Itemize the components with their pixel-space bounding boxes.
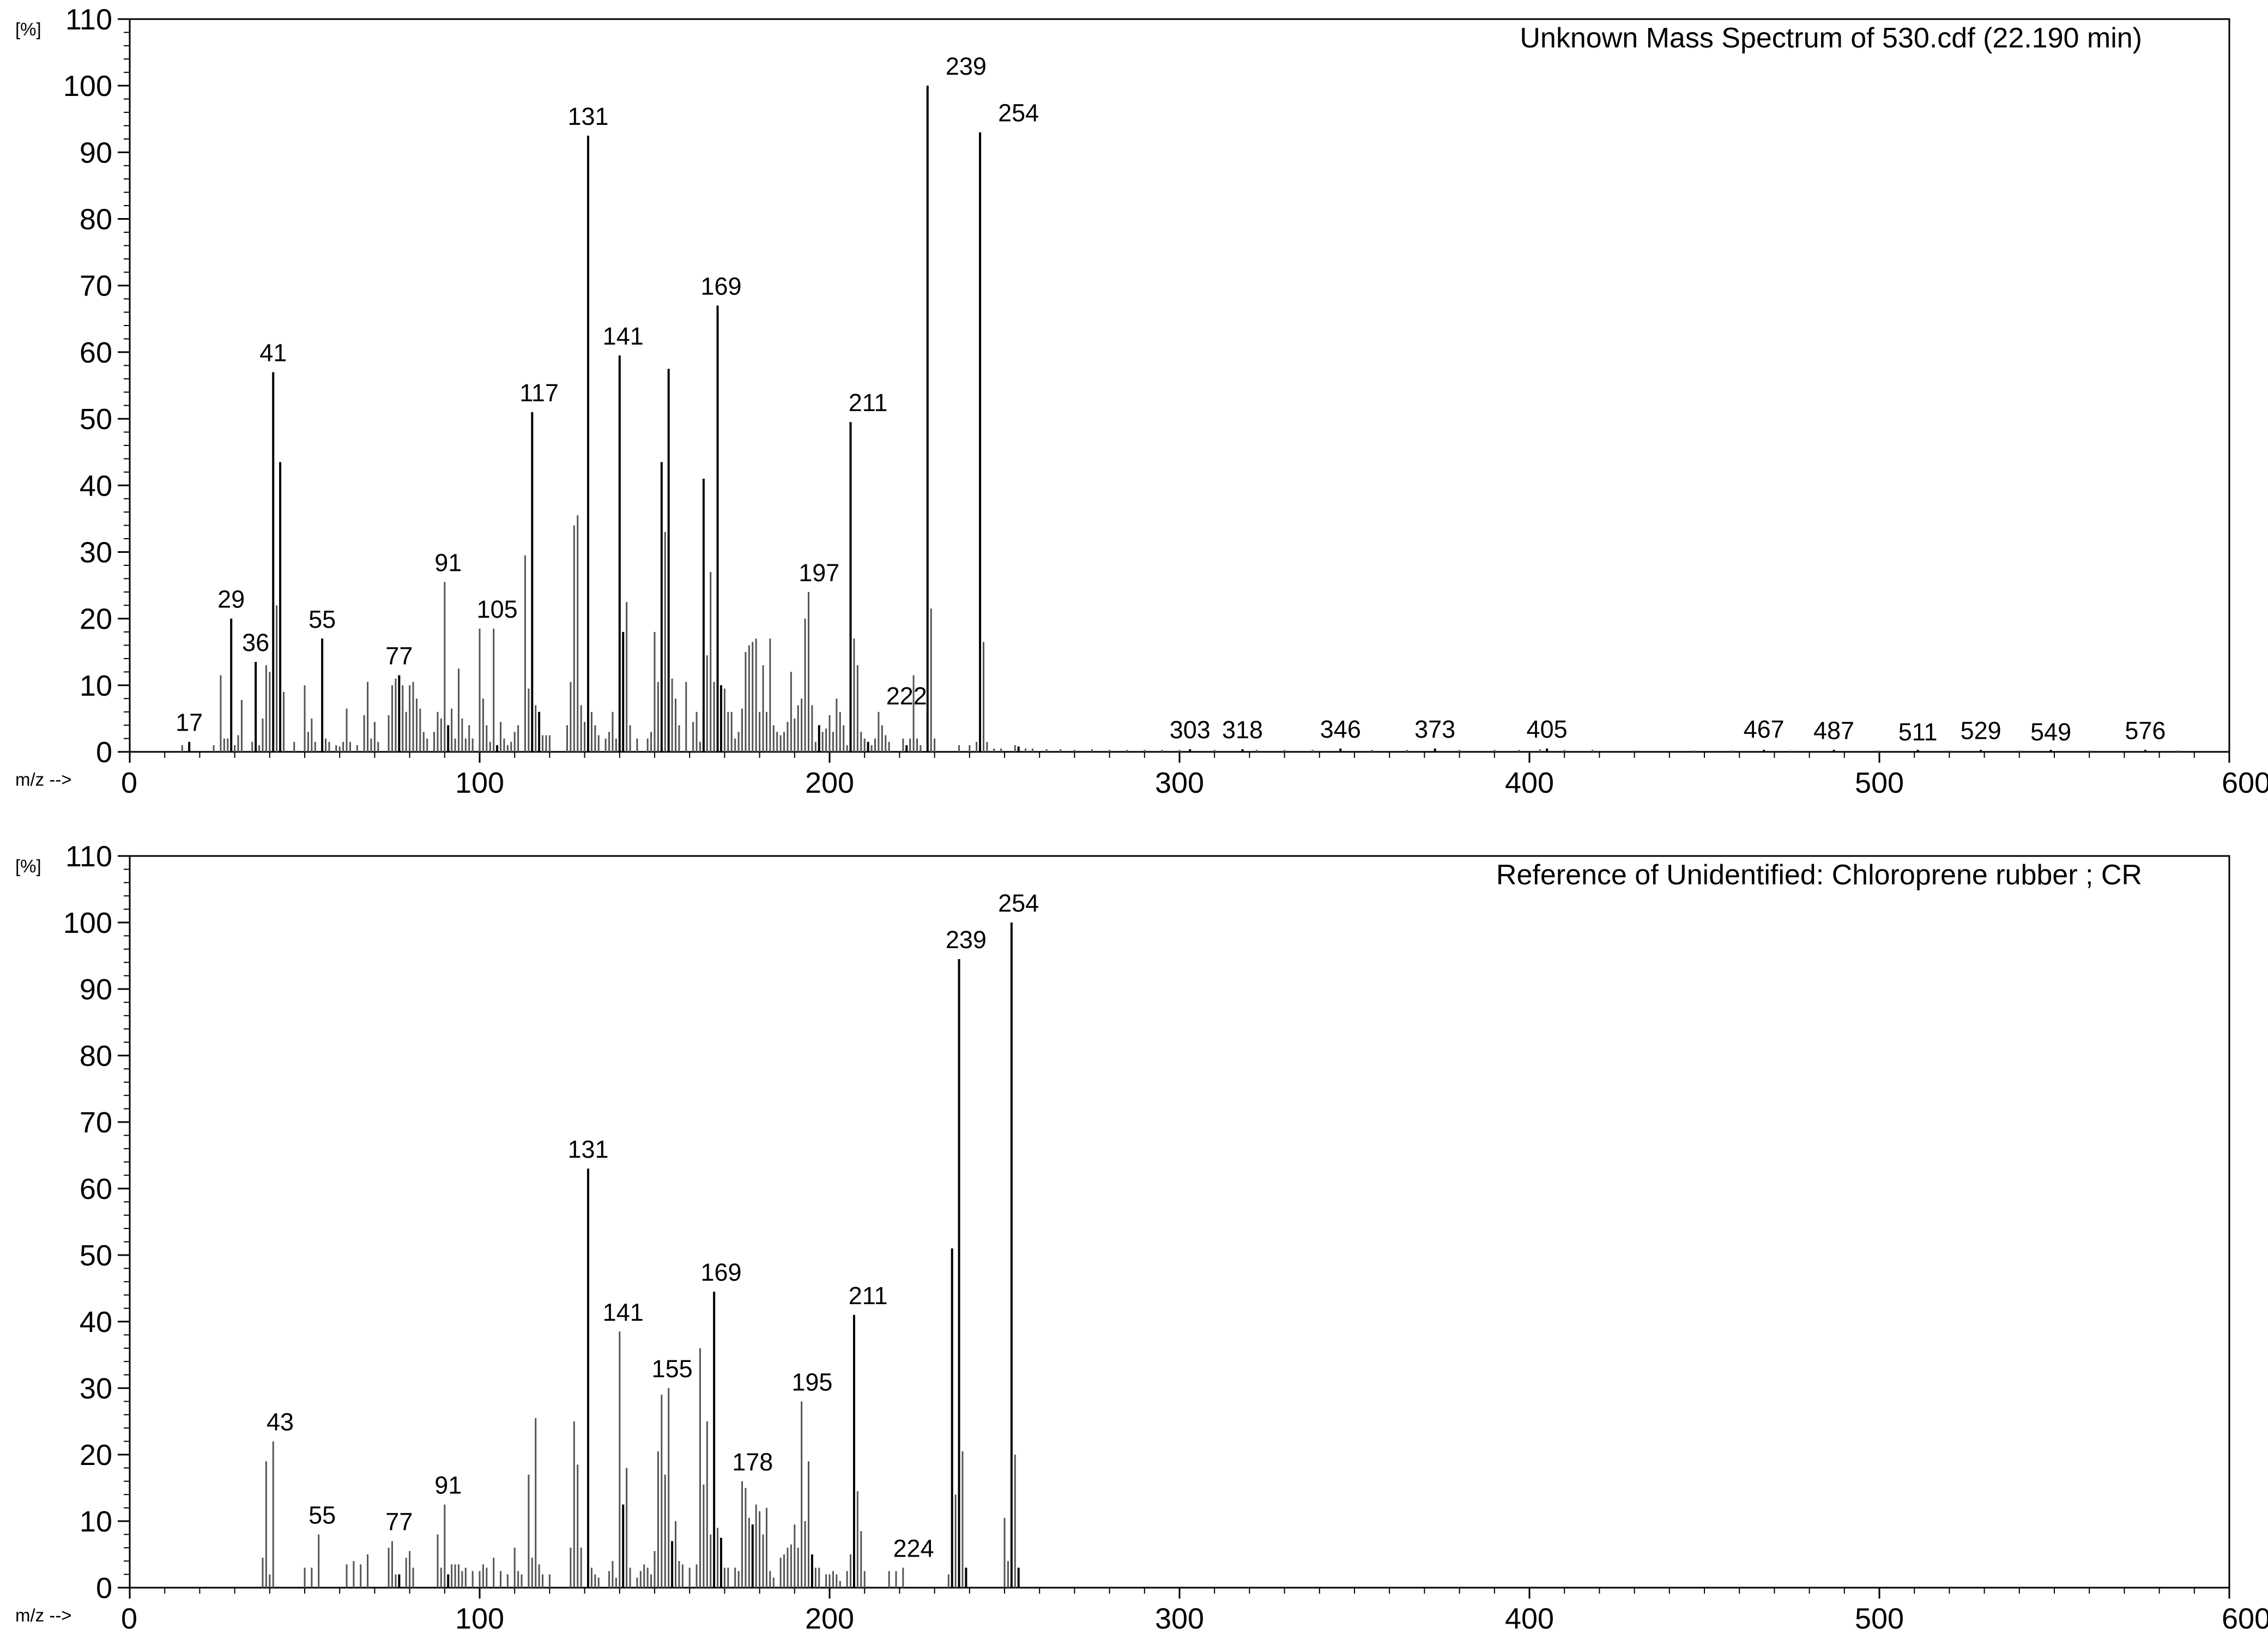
x-tick-label: 500 bbox=[1855, 1602, 1904, 1635]
peak-label: 55 bbox=[309, 605, 336, 633]
y-tick-label: 30 bbox=[80, 536, 112, 569]
peak-label: 373 bbox=[1414, 715, 1455, 743]
peak-label: 197 bbox=[799, 559, 839, 587]
x-axis-label: m/z --> bbox=[15, 1605, 72, 1625]
spectrum-panel-1: 0 10 20 30 40 50 60 70 80 90 100 110 0 100 200 300 400 50… bbox=[15, 3, 2268, 799]
y-axis-label: [%] bbox=[15, 856, 41, 876]
y-tick-label: 10 bbox=[80, 670, 112, 702]
x-tick-label: 300 bbox=[1155, 767, 1204, 799]
y-tick-label: 110 bbox=[65, 840, 112, 873]
y-tick-label: 60 bbox=[80, 336, 112, 369]
y-tick-label: 80 bbox=[80, 1040, 112, 1072]
peak-label: 43 bbox=[267, 1408, 294, 1436]
spectrum-panel-2: 0 10 20 30 40 50 60 70 80 90 100 110 0 100 200 300 400 50… bbox=[15, 840, 2268, 1635]
y-tick-label: 90 bbox=[80, 973, 112, 1006]
peak-label: 178 bbox=[732, 1448, 773, 1476]
peak-label: 224 bbox=[893, 1534, 934, 1562]
x-tick-label: 0 bbox=[121, 767, 137, 799]
peak-label: 169 bbox=[700, 1258, 741, 1286]
peak-label: 487 bbox=[1813, 716, 1854, 744]
peak-label: 77 bbox=[385, 642, 413, 670]
x-tick-label: 200 bbox=[805, 767, 854, 799]
peak-label: 155 bbox=[652, 1355, 693, 1383]
peak-label: 169 bbox=[700, 272, 741, 300]
y-tick-label: 50 bbox=[80, 403, 112, 436]
y-axis-label: [%] bbox=[15, 19, 41, 39]
peak-label: 29 bbox=[217, 586, 245, 613]
x-tick-label: 100 bbox=[455, 1602, 504, 1635]
peak-label: 511 bbox=[1898, 718, 1938, 746]
x-tick-label: 400 bbox=[1505, 1602, 1554, 1635]
peak-label: 105 bbox=[477, 595, 518, 623]
x-axis-label: m/z --> bbox=[15, 769, 72, 789]
peak-label: 141 bbox=[603, 1298, 644, 1326]
y-tick-label: 110 bbox=[65, 3, 112, 36]
x-tick-label: 200 bbox=[805, 1602, 854, 1635]
peak-label: 254 bbox=[998, 99, 1039, 127]
y-tick-label: 100 bbox=[63, 907, 112, 939]
y-tick-label: 0 bbox=[96, 736, 112, 769]
y-tick-label: 30 bbox=[80, 1372, 112, 1405]
x-tick-label: 500 bbox=[1855, 767, 1904, 799]
peak-label: 254 bbox=[998, 889, 1039, 917]
y-tick-label: 40 bbox=[80, 469, 112, 502]
peak-label: 91 bbox=[434, 548, 462, 576]
y-tick-label: 70 bbox=[80, 1106, 112, 1139]
y-tick-label: 60 bbox=[80, 1173, 112, 1205]
peak-label: 346 bbox=[1320, 715, 1361, 743]
peak-label: 55 bbox=[309, 1501, 336, 1529]
spectrum-title: Unknown Mass Spectrum of 530.cdf (22.190… bbox=[1520, 22, 2142, 54]
peak-label: 467 bbox=[1744, 715, 1785, 743]
peak-label: 222 bbox=[886, 682, 927, 710]
x-tick-label: 300 bbox=[1155, 1602, 1204, 1635]
peak-label: 141 bbox=[603, 322, 644, 350]
y-tick-label: 40 bbox=[80, 1306, 112, 1338]
peak-label: 576 bbox=[2125, 716, 2166, 744]
peak-label: 529 bbox=[1961, 716, 2001, 744]
y-tick-label: 90 bbox=[80, 136, 112, 169]
x-tick-label: 600 bbox=[2222, 767, 2268, 799]
peak-label: 239 bbox=[946, 926, 987, 954]
peak-label: 195 bbox=[791, 1368, 832, 1396]
spectrum-title: Reference of Unidentified: Chloroprene r… bbox=[1496, 859, 2142, 891]
peak-label: 211 bbox=[849, 389, 888, 417]
x-tick-label: 400 bbox=[1505, 767, 1554, 799]
x-tick-label: 0 bbox=[121, 1602, 137, 1635]
y-tick-label: 80 bbox=[80, 203, 112, 236]
peak-label: 549 bbox=[2030, 718, 2071, 746]
peak-label: 131 bbox=[567, 1135, 608, 1163]
peak-label: 303 bbox=[1170, 716, 1211, 744]
peak-label: 17 bbox=[176, 709, 203, 737]
peak-label: 318 bbox=[1222, 716, 1263, 744]
y-tick-label: 10 bbox=[80, 1505, 112, 1538]
peak-label: 36 bbox=[242, 629, 269, 656]
y-tick-label: 0 bbox=[96, 1572, 112, 1605]
peak-label: 131 bbox=[567, 103, 608, 130]
x-tick-label: 100 bbox=[455, 767, 504, 799]
y-tick-label: 20 bbox=[80, 603, 112, 636]
peak-label: 77 bbox=[385, 1508, 413, 1536]
y-tick-label: 50 bbox=[80, 1239, 112, 1272]
x-tick-label: 600 bbox=[2222, 1602, 2268, 1635]
peak-label: 211 bbox=[849, 1282, 888, 1310]
peak-label: 405 bbox=[1527, 715, 1568, 743]
peak-label: 117 bbox=[519, 379, 559, 407]
peak-label: 91 bbox=[434, 1472, 462, 1499]
peak-label: 239 bbox=[946, 52, 987, 80]
peak-label: 41 bbox=[259, 339, 287, 367]
y-tick-label: 100 bbox=[63, 70, 112, 103]
y-tick-label: 20 bbox=[80, 1439, 112, 1472]
y-tick-label: 70 bbox=[80, 270, 112, 303]
